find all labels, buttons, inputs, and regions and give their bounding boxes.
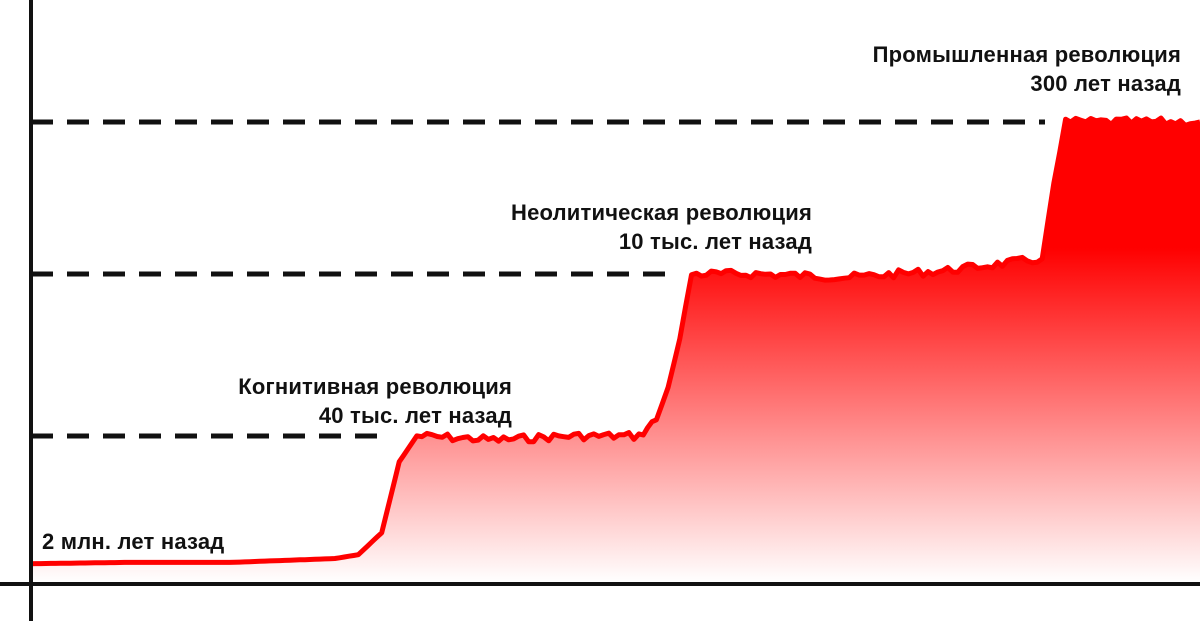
annotation-industrial-line2: 300 лет назад: [1030, 71, 1181, 96]
annotation-neolithic-line2: 10 тыс. лет назад: [618, 229, 812, 254]
growth-line: [30, 115, 1200, 567]
annotation-neolithic-line1: Неолитическая революция: [510, 200, 812, 225]
annotation-cognitive-line2: 40 тыс. лет назад: [318, 403, 512, 428]
annotation-industrial-line1: Промышленная революция: [872, 42, 1181, 67]
annotation-industrial: Промышленная революция 300 лет назад: [0, 40, 1181, 98]
annotation-cognitive-line1: Когнитивная революция: [238, 374, 512, 399]
annotation-start: 2 млн. лет назад: [42, 527, 224, 556]
annotation-neolithic: Неолитическая революция 10 тыс. лет наза…: [0, 198, 812, 256]
annotation-start-line1: 2 млн. лет назад: [42, 529, 225, 554]
growth-area-fill: [31, 118, 1200, 582]
level-dash-lines: [31, 119, 1045, 439]
annotation-cognitive: Когнитивная революция 40 тыс. лет назад: [0, 372, 512, 430]
